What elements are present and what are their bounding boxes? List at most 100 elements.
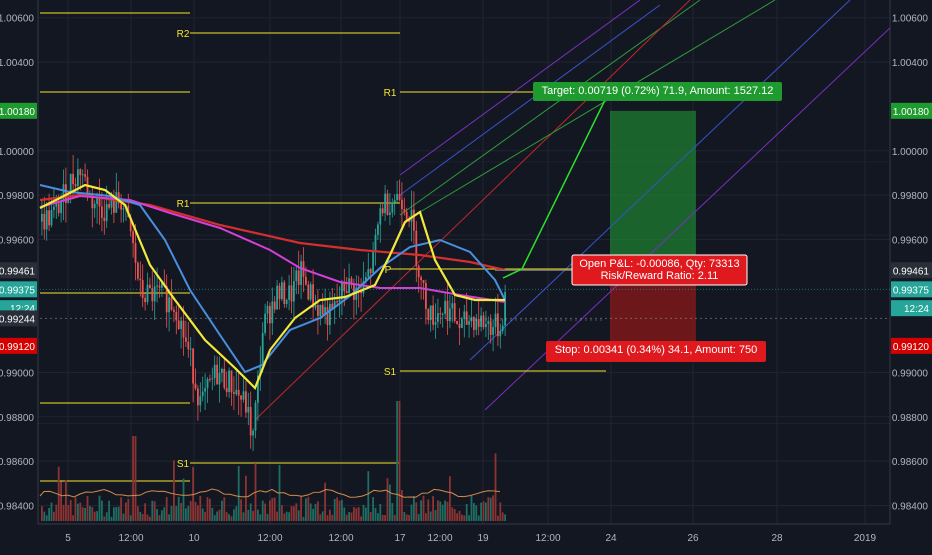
candle-body: [113, 196, 115, 213]
left-price-tag: [0, 262, 37, 279]
left-price-tag: [0, 310, 37, 327]
candle-body: [343, 281, 346, 292]
candle-body: [153, 286, 156, 302]
volume-bar: [204, 511, 206, 521]
candle-body: [115, 192, 118, 213]
left-price-tag: [0, 337, 37, 354]
candle-body: [269, 305, 271, 324]
candle-body: [489, 321, 492, 335]
volume-bar: [129, 515, 132, 521]
right-price-tick: 1.00600: [892, 14, 929, 25]
candle-body: [446, 300, 449, 322]
volume-bar: [170, 506, 173, 521]
volume-bar: [290, 506, 293, 521]
candle-body: [266, 305, 269, 314]
volume-bar: [115, 506, 118, 521]
volume-bar: [237, 466, 240, 521]
right-price-tick: 0.99800: [892, 191, 929, 202]
volume-bar: [144, 503, 146, 521]
candle-body: [415, 230, 418, 266]
candle-body: [374, 234, 377, 251]
candle-body: [470, 317, 473, 322]
right-price-tag-text: 0.99375: [893, 285, 930, 296]
volume-bar: [482, 501, 485, 521]
volume-bar: [113, 507, 115, 521]
candle-body: [326, 307, 329, 326]
candle-body: [53, 206, 55, 210]
volume-bar: [422, 495, 425, 521]
trend-channel[interactable]: [254, 0, 891, 421]
volume-bar: [384, 515, 386, 521]
volume-bar: [365, 507, 367, 521]
time-tick: 2019: [854, 533, 877, 544]
target-projection-line: [521, 97, 607, 270]
volume-bar: [72, 515, 74, 521]
volume-bar: [247, 509, 250, 521]
pivot-label: R2: [177, 29, 190, 40]
volume-bar: [79, 502, 82, 521]
right-price-tag-text: 12:24: [904, 304, 929, 315]
target-label-bg: [533, 82, 782, 101]
candle-body: [300, 261, 302, 285]
candle-body: [158, 285, 161, 288]
candle-body: [187, 341, 190, 350]
candle-body: [41, 213, 43, 222]
candle-body: [278, 285, 281, 300]
target-label: Target: 0.00719 (0.72%) 71.9, Amount: 15…: [533, 82, 782, 101]
candle-body: [62, 184, 65, 202]
candle-body: [425, 282, 427, 309]
volume-bar: [158, 515, 161, 521]
time-tick: 12:00: [535, 533, 560, 544]
volume-bar: [69, 499, 72, 521]
left-price-tag-text: 0.99461: [0, 266, 35, 277]
candle-body: [429, 305, 432, 321]
candle-body: [247, 407, 250, 413]
candle-body: [156, 285, 158, 287]
left-price-tag-text: 1.00180: [0, 107, 35, 118]
volume-bar: [420, 500, 422, 521]
channel-line: [254, 0, 691, 421]
volume-bar: [372, 497, 374, 521]
volume-bar: [338, 500, 341, 521]
candle-body: [329, 303, 331, 326]
candle-body: [288, 285, 290, 300]
volume-bar: [201, 508, 204, 521]
right-price-tick: 0.98400: [892, 501, 929, 512]
chart-grid: [37, 0, 891, 525]
candle-body: [396, 193, 398, 201]
candle-body: [132, 231, 134, 244]
volume-bar: [125, 502, 127, 521]
volume-bar: [151, 500, 154, 521]
candle-body: [413, 209, 415, 231]
candle-body: [482, 315, 485, 328]
candle-body: [55, 203, 58, 207]
candle-body: [101, 206, 103, 218]
candle-body: [453, 303, 456, 321]
right-price-tick: 0.98800: [892, 413, 929, 424]
volume-bar: [199, 495, 202, 521]
volume-bar: [285, 511, 288, 521]
candle-body: [192, 348, 194, 384]
target-label-text: Target: 0.00719 (0.72%) 71.9, Amount: 15…: [542, 85, 774, 97]
candle-body: [170, 297, 173, 310]
volume-bar: [168, 514, 170, 521]
position-tool[interactable]: Target: 0.00719 (0.72%) 71.9, Amount: 15…: [40, 82, 890, 362]
volume-bar: [266, 513, 269, 521]
open-pnl-label-bg: [571, 254, 748, 286]
time-tick: 28: [771, 533, 783, 544]
volume-bar: [189, 501, 192, 521]
candle-body: [372, 250, 374, 274]
volume-bar: [468, 515, 470, 521]
candle-body: [60, 201, 62, 214]
volume-bar: [67, 504, 70, 521]
left-price-tag-text: 0.99375: [0, 285, 35, 296]
left-price-tick: 0.98800: [0, 413, 34, 424]
position-zones: [610, 110, 696, 346]
left-price-tick: 1.00600: [0, 14, 34, 25]
time-tick: 12:00: [328, 533, 353, 544]
candle-body: [225, 387, 228, 393]
candle-body: [223, 368, 226, 388]
open-pnl-label-text: Open P&L: -0.00086, Qty: 73313: [579, 258, 739, 270]
